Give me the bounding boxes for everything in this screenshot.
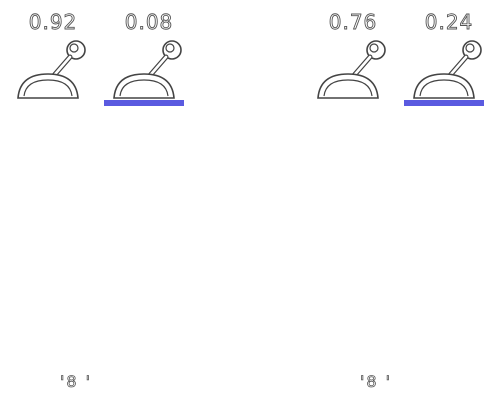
footer-label: '8 '	[360, 372, 393, 392]
selection-indicator	[404, 100, 484, 106]
lever-icon	[413, 40, 482, 99]
lever-unit[interactable]: 0.24	[404, 0, 494, 110]
lever-icon	[113, 40, 182, 99]
lever-unit[interactable]: 0.08	[104, 0, 194, 110]
lever-unit[interactable]: 0.76	[308, 0, 398, 110]
lever-group-right: 0.76 0.24 '8 '	[300, 0, 500, 400]
lever-value-label: 0.08	[124, 10, 174, 35]
lever-value-label: 0.76	[328, 10, 378, 35]
selection-indicator	[104, 100, 184, 106]
lever-icon	[317, 40, 386, 99]
lever-icon	[17, 40, 86, 99]
lever-value-label: 0.24	[424, 10, 474, 35]
lever-value-label: 0.92	[28, 10, 78, 35]
footer-label: '8 '	[60, 372, 93, 392]
lever-group-left: 0.92 0.08 '8 '	[0, 0, 200, 400]
lever-unit[interactable]: 0.92	[8, 0, 98, 110]
